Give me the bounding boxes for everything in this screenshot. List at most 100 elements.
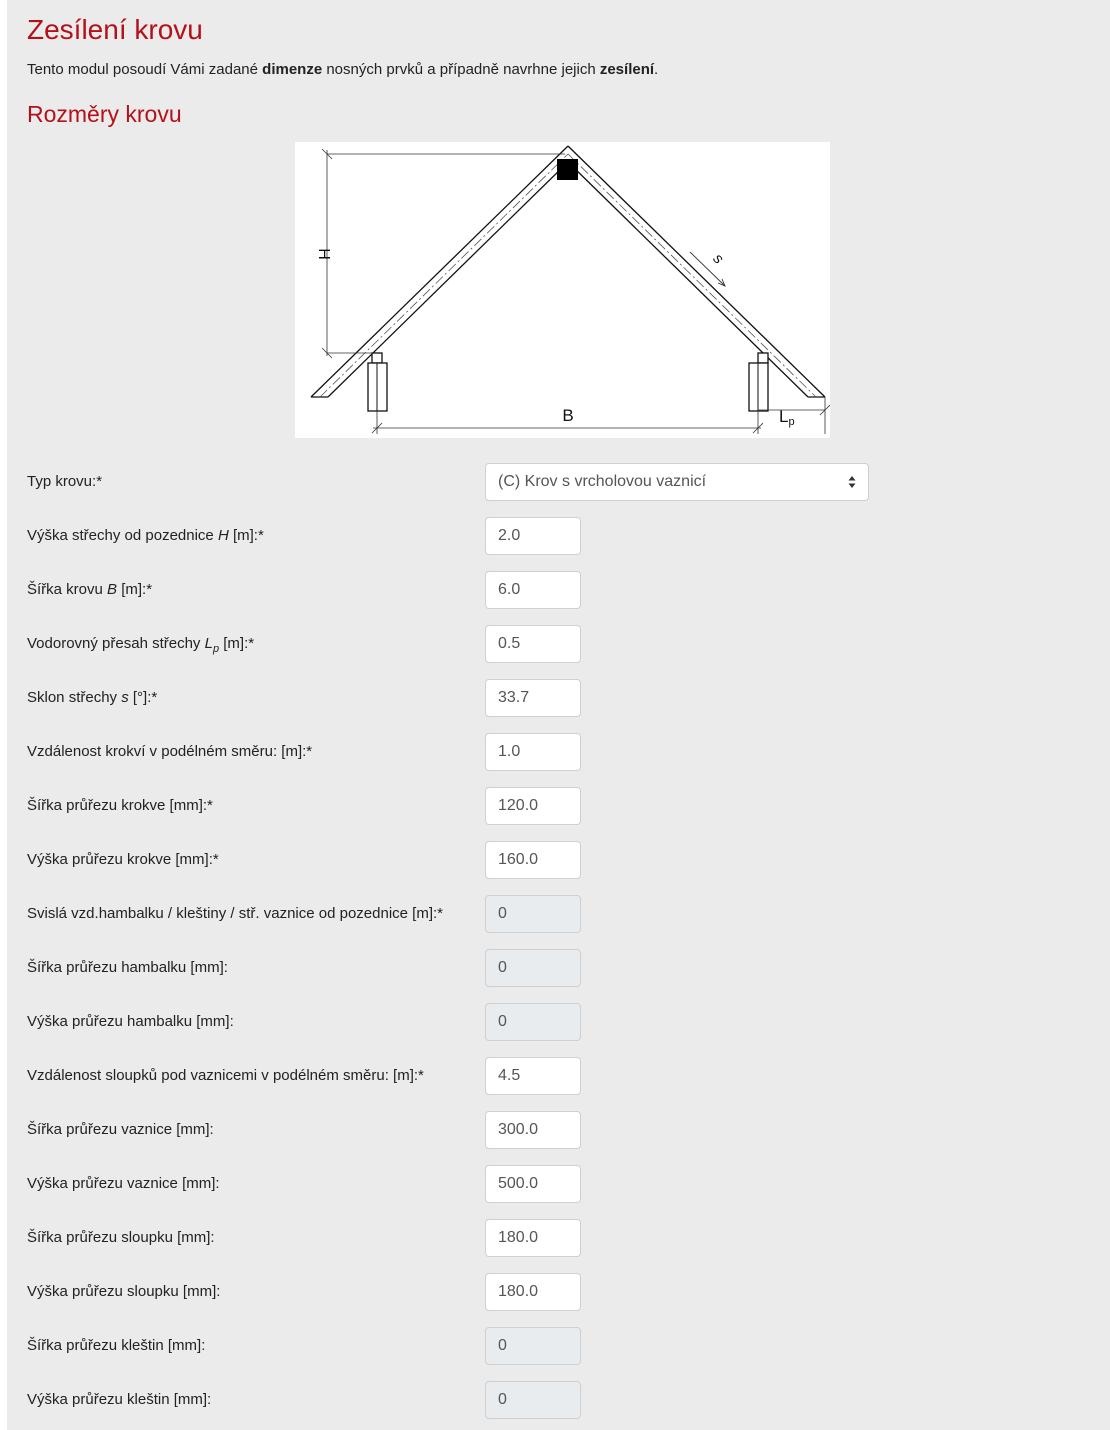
roof-diagram: H s B Lp: [295, 142, 831, 438]
left-rafter-bottom-edge: [327, 161, 569, 398]
form-row-purlin-width: Šířka průřezu vaznice [mm]: 300.0: [7, 1111, 1110, 1149]
label-lp-main: L: [779, 407, 788, 426]
post-width-label: Šířka průřezu sloupku [mm]:: [27, 1229, 215, 1246]
overhang-label: Vodorovný přesah střechy Lp [m]:*: [27, 635, 254, 655]
form-row-overhang: Vodorovný přesah střechy Lp [m]:* 0.5: [7, 625, 1110, 663]
rafter-height-input[interactable]: 160.0: [485, 841, 581, 879]
post-spacing-label: Vzdálenost sloupků pod vaznicemi v podél…: [27, 1067, 424, 1084]
b-dimension-tick-right: [752, 422, 764, 434]
label-b: B: [562, 406, 573, 425]
form-row-slope: Sklon střechy s [°]:* 33.7: [7, 679, 1110, 717]
purlin-height-input[interactable]: 500.0: [485, 1165, 581, 1203]
label-lp: Lp: [779, 407, 795, 428]
form-row-rafter-height: Výška průřezu krokve [mm]:* 160.0: [7, 841, 1110, 879]
intro-part-1: Tento modul posoudí Vámi zadané: [27, 61, 263, 78]
right-rafter-top-edge: [567, 145, 826, 398]
slope-label: Sklon střechy s [°]:*: [27, 689, 157, 706]
intro-part-3: .: [654, 61, 659, 78]
width-label-unit: [m]:*: [117, 581, 153, 598]
lp-dimension-tick-right: [819, 404, 831, 416]
b-dimension-tick-left: [371, 422, 383, 434]
intro-bold-zesileni: zesílení: [599, 61, 655, 78]
collar-height-input[interactable]: 0: [485, 1003, 581, 1041]
form-row-tie-width: Šířka průřezu kleštin [mm]: 0: [7, 1327, 1110, 1365]
width-label-symbol: B: [107, 581, 118, 598]
form-row-post-width: Šířka průřezu sloupku [mm]: 180.0: [7, 1219, 1110, 1257]
height-label: Výška střechy od pozednice H [m]:*: [27, 527, 264, 544]
form-row-collar-height: Výška průřezu hambalku [mm]: 0: [7, 1003, 1110, 1041]
right-rafter-bottom-edge: [567, 161, 809, 398]
rafter-width-label: Šířka průřezu krokve [mm]:*: [27, 797, 213, 814]
form-row-post-spacing: Vzdálenost sloupků pod vaznicemi v podél…: [7, 1057, 1110, 1095]
left-rafter-axis: [319, 153, 569, 398]
collar-distance-input[interactable]: 0: [485, 895, 581, 933]
form-row-collar-width: Šířka průřezu hambalku [mm]: 0: [7, 949, 1110, 987]
form-row-collar-distance: Svislá vzd.hambalku / kleštiny / stř. va…: [7, 895, 1110, 933]
overhang-label-unit: [m]:*: [219, 635, 255, 652]
height-label-unit: [m]:*: [228, 527, 264, 544]
collar-height-label: Výška průřezu hambalku [mm]:: [27, 1013, 234, 1030]
post-height-label: Výška průřezu sloupku [mm]:: [27, 1283, 221, 1300]
roof-type-selected-value: (C) Krov s vrcholovou vaznicí: [498, 473, 707, 490]
tie-width-input[interactable]: 0: [485, 1327, 581, 1365]
form-row-tie-height: Výška průřezu kleštin [mm]: 0: [7, 1381, 1110, 1419]
collar-width-label: Šířka průřezu hambalku [mm]:: [27, 959, 228, 976]
h-dimension-tick-top: [321, 148, 333, 160]
h-dimension-tick-bottom: [321, 347, 333, 359]
post-width-input[interactable]: 180.0: [485, 1219, 581, 1257]
slope-label-symbol: s: [121, 689, 129, 706]
left-rafter-top-edge: [310, 145, 569, 398]
tie-width-label: Šířka průřezu kleštin [mm]:: [27, 1337, 206, 1354]
tie-height-label: Výška průřezu kleštin [mm]:: [27, 1391, 212, 1408]
right-rafter-axis: [567, 153, 817, 398]
right-wall-plate: [757, 352, 769, 364]
slope-label-unit: [°]:*: [128, 689, 158, 706]
intro-bold-dimenze: dimenze: [262, 61, 323, 78]
tie-height-input[interactable]: 0: [485, 1381, 581, 1419]
height-label-text: Výška střechy od pozednice: [27, 527, 218, 544]
height-label-symbol: H: [217, 527, 229, 544]
form-row-roof-type: Typ krovu:* (C) Krov s vrcholovou vaznic…: [7, 463, 1110, 501]
width-input[interactable]: 6.0: [485, 571, 581, 609]
ridge-purlin: [557, 159, 578, 180]
intro-text: Tento modul posoudí Vámi zadané dimenze …: [27, 61, 658, 78]
form-row-purlin-height: Výška průřezu vaznice [mm]: 500.0: [7, 1165, 1110, 1203]
select-arrows-icon: [848, 476, 856, 488]
purlin-width-input[interactable]: 300.0: [485, 1111, 581, 1149]
rafter-spacing-input[interactable]: 1.0: [485, 733, 581, 771]
collar-distance-label: Svislá vzd.hambalku / kleštiny / stř. va…: [27, 905, 444, 922]
form-row-height: Výška střechy od pozednice H [m]:* 2.0: [7, 517, 1110, 555]
main-panel: Zesílení krovu Tento modul posoudí Vámi …: [7, 0, 1110, 1430]
slope-input[interactable]: 33.7: [485, 679, 581, 717]
slope-arrow-line: [689, 251, 726, 287]
post-spacing-input[interactable]: 4.5: [485, 1057, 581, 1095]
intro-part-2: nosných prvků a případně navrhne jejich: [322, 61, 600, 78]
form-row-post-height: Výška průřezu sloupku [mm]: 180.0: [7, 1273, 1110, 1311]
left-wall-plate: [371, 352, 383, 364]
collar-width-input[interactable]: 0: [485, 949, 581, 987]
label-s: s: [710, 250, 728, 268]
section-title: Rozměry krovu: [27, 101, 182, 127]
roof-diagram-svg: H s B Lp: [310, 145, 831, 434]
slope-arrow-head: [717, 278, 726, 287]
height-input[interactable]: 2.0: [485, 517, 581, 555]
form-row-rafter-spacing: Vzdálenost krokví v podélném směru: [m]:…: [7, 733, 1110, 771]
rafter-width-input[interactable]: 120.0: [485, 787, 581, 825]
overhang-input[interactable]: 0.5: [485, 625, 581, 663]
width-label: Šířka krovu B [m]:*: [27, 581, 152, 598]
form-row-rafter-width: Šířka průřezu krokve [mm]:* 120.0: [7, 787, 1110, 825]
post-height-input[interactable]: 180.0: [485, 1273, 581, 1311]
purlin-height-label: Výška průřezu vaznice [mm]:: [27, 1175, 220, 1192]
label-lp-sub: p: [788, 416, 794, 428]
overhang-label-symbol: L: [204, 635, 213, 652]
page-title: Zesílení krovu: [27, 14, 203, 45]
rafter-spacing-label: Vzdálenost krokví v podélném směru: [m]:…: [27, 743, 313, 760]
roof-type-select[interactable]: (C) Krov s vrcholovou vaznicí: [485, 463, 869, 501]
label-h: H: [315, 248, 332, 260]
overhang-label-text: Vodorovný přesah střechy: [27, 635, 205, 652]
form-row-width: Šířka krovu B [m]:* 6.0: [7, 571, 1110, 609]
purlin-width-label: Šířka průřezu vaznice [mm]:: [27, 1121, 214, 1138]
slope-label-text: Sklon střechy: [27, 689, 122, 706]
overhang-label-sub: p: [212, 643, 220, 655]
roof-type-label: Typ krovu:*: [27, 473, 103, 490]
